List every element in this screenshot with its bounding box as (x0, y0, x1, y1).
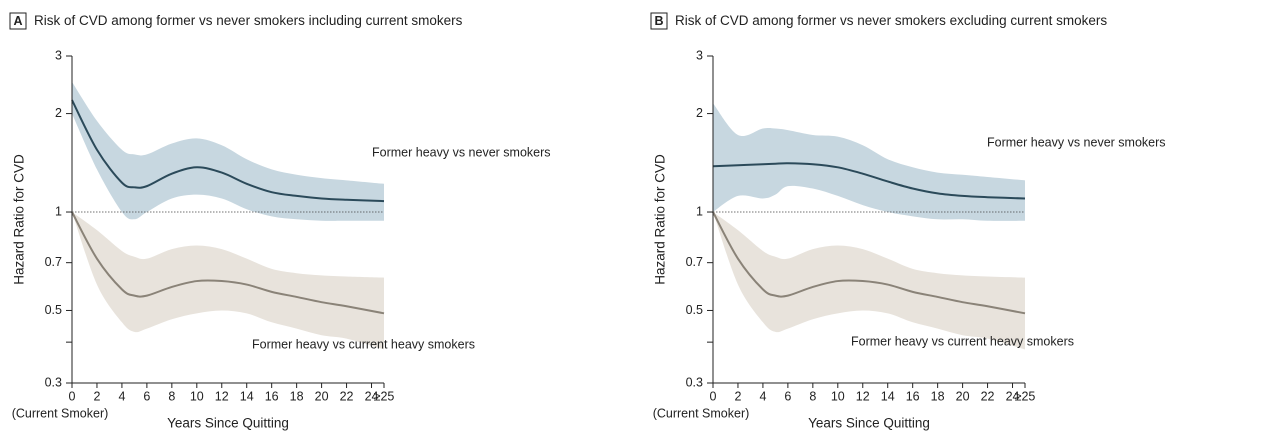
x-tick-label: 14 (240, 389, 254, 403)
x-tick-label: 6 (143, 389, 150, 403)
x-tick-label: 2 (93, 389, 100, 403)
series-line (712, 211, 1026, 315)
y-tick-label: 3 (55, 48, 62, 62)
x-tick-label: 16 (906, 389, 920, 403)
x-tick-label: 20 (315, 389, 329, 403)
panel-letter: A (13, 14, 22, 28)
y-tick-label: 0.3 (686, 375, 703, 389)
y-axis-label: Hazard Ratio for CVD (653, 154, 668, 285)
x-axis-label: Years Since Quitting (167, 416, 289, 431)
x-tick-label: 22 (340, 389, 354, 403)
x-tick-label: 24 (1006, 389, 1020, 403)
x-tick-label: 10 (190, 389, 204, 403)
y-axis-label: Hazard Ratio for CVD (12, 154, 27, 285)
x-tick-label: 4 (118, 389, 125, 403)
series-line (71, 99, 385, 203)
x-tick-label: 24 (365, 389, 379, 403)
x-tick-label: 20 (956, 389, 970, 403)
x-tick-label: 16 (265, 389, 279, 403)
x-tick-label: 12 (856, 389, 870, 403)
y-tick-label: 1 (55, 204, 62, 218)
x-tick-label: ≥25 (374, 389, 395, 403)
x-tick-label: 0 (710, 389, 717, 403)
panel-letter-box (9, 12, 27, 30)
panel-title: Risk of CVD among former vs never smoker… (34, 13, 463, 28)
x-tick-label: 12 (215, 389, 229, 403)
y-tick-label: 1 (696, 204, 703, 218)
x-tick-label: 4 (759, 389, 766, 403)
panel-title: Risk of CVD among former vs never smoker… (675, 13, 1107, 28)
y-tick-label: 2 (696, 106, 703, 120)
y-tick-label: 0.7 (686, 255, 703, 269)
y-tick-label: 0.3 (45, 375, 62, 389)
panel-letter-box (650, 12, 668, 30)
y-tick-label: 3 (696, 48, 703, 62)
confidence-band (72, 81, 384, 221)
x-tick-label: 14 (881, 389, 895, 403)
series-line (71, 211, 385, 315)
x-tick-label: 18 (290, 389, 304, 403)
series-label: Former heavy vs current heavy smokers (851, 334, 1074, 348)
series-line (712, 162, 1026, 200)
x-tick-label: 0 (69, 389, 76, 403)
x-tick-label: 8 (809, 389, 816, 403)
panel: B Risk of CVD among former vs never smoke… (650, 12, 1166, 431)
y-tick-label: 0.5 (686, 303, 703, 317)
x-tick-label: 8 (168, 389, 175, 403)
panel: A Risk of CVD among former vs never smoke… (9, 12, 551, 431)
series-label: Former heavy vs current heavy smokers (252, 337, 475, 351)
x-tick-label: 6 (784, 389, 791, 403)
x-tick-label: 10 (831, 389, 845, 403)
x-tick-label: 22 (981, 389, 995, 403)
y-tick-label: 0.7 (45, 255, 62, 269)
confidence-band (713, 103, 1025, 221)
x-annotation: (Current Smoker) (12, 406, 109, 420)
y-tick-label: 2 (55, 106, 62, 120)
y-tick-label: 0.5 (45, 303, 62, 317)
x-tick-label: ≥25 (1015, 389, 1036, 403)
x-annotation: (Current Smoker) (653, 406, 750, 420)
panel-letter: B (654, 14, 663, 28)
x-tick-label: 2 (734, 389, 741, 403)
series-label: Former heavy vs never smokers (372, 145, 551, 159)
series-label: Former heavy vs never smokers (987, 135, 1166, 149)
x-tick-label: 18 (931, 389, 945, 403)
x-axis-label: Years Since Quitting (808, 416, 930, 431)
